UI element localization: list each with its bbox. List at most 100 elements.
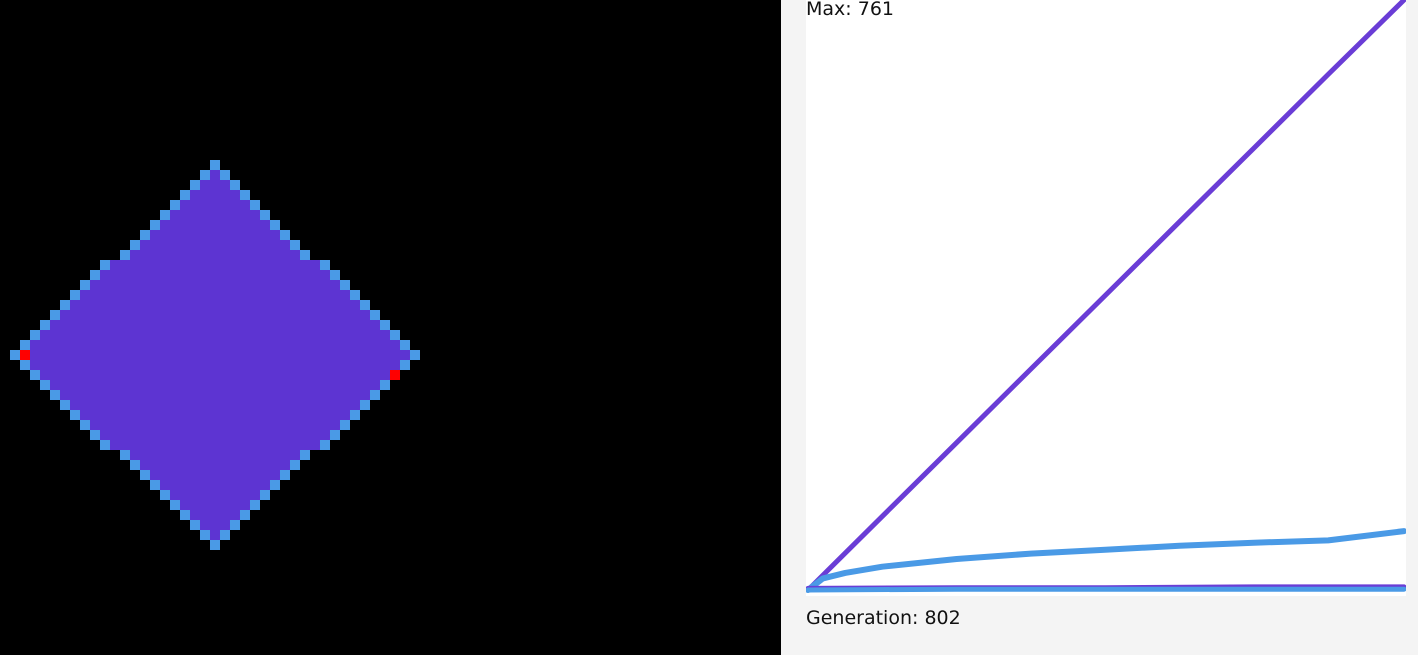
live-cell (380, 340, 390, 350)
live-cell (190, 510, 200, 520)
border-cell (180, 190, 190, 200)
live-cell (180, 420, 190, 430)
live-cell (300, 310, 310, 320)
live-cell (140, 390, 150, 400)
live-cell (130, 370, 140, 380)
live-cell (220, 430, 230, 440)
live-cell (190, 260, 200, 270)
live-cell (230, 190, 240, 200)
live-cell (220, 290, 230, 300)
live-cell (50, 330, 60, 340)
border-cell (130, 460, 140, 470)
live-cell (200, 380, 210, 390)
live-cell (200, 510, 210, 520)
simulation-canvas[interactable] (0, 0, 781, 655)
live-cell (140, 440, 150, 450)
live-cell (150, 310, 160, 320)
cell-grid[interactable] (0, 0, 781, 655)
live-cell (70, 380, 80, 390)
live-cell (320, 320, 330, 330)
live-cell (200, 370, 210, 380)
live-cell (80, 400, 90, 410)
live-cell (160, 440, 170, 450)
live-cell (200, 300, 210, 310)
border-cell (270, 480, 280, 490)
live-cell (260, 330, 270, 340)
live-cell (240, 240, 250, 250)
live-cell (310, 300, 320, 310)
live-cell (230, 200, 240, 210)
border-cell (370, 390, 380, 400)
population-graph (806, 0, 1406, 596)
live-cell (100, 310, 110, 320)
live-cell (210, 280, 220, 290)
live-cell (280, 390, 290, 400)
live-cell (300, 390, 310, 400)
live-cell (280, 250, 290, 260)
live-cell (80, 410, 90, 420)
live-cell (210, 380, 220, 390)
live-cell (240, 310, 250, 320)
live-cell (170, 370, 180, 380)
live-cell (140, 380, 150, 390)
live-cell (130, 330, 140, 340)
border-cell (90, 270, 100, 280)
border-cell (340, 420, 350, 430)
border-cell (250, 500, 260, 510)
live-cell (230, 280, 240, 290)
live-cell (200, 460, 210, 470)
border-cell (270, 220, 280, 230)
border-cell (170, 500, 180, 510)
live-cell (120, 360, 130, 370)
live-cell (320, 420, 330, 430)
live-cell (160, 350, 170, 360)
live-cell (340, 320, 350, 330)
live-cell (180, 310, 190, 320)
live-cell (180, 480, 190, 490)
live-cell (290, 310, 300, 320)
live-cell (260, 290, 270, 300)
border-cell (380, 380, 390, 390)
live-cell (200, 210, 210, 220)
live-cell (300, 420, 310, 430)
live-cell (200, 320, 210, 330)
live-cell (310, 380, 320, 390)
live-cell (130, 430, 140, 440)
border-cell (80, 420, 90, 430)
live-cell (170, 220, 180, 230)
live-cell (100, 430, 110, 440)
live-cell (100, 370, 110, 380)
live-cell (130, 320, 140, 330)
live-cell (140, 310, 150, 320)
live-cell (210, 340, 220, 350)
live-cell (160, 270, 170, 280)
live-cell (340, 360, 350, 370)
live-cell (180, 210, 190, 220)
live-cell (270, 310, 280, 320)
live-cell (210, 480, 220, 490)
live-cell (100, 390, 110, 400)
live-cell (350, 390, 360, 400)
live-cell (150, 370, 160, 380)
live-cell (200, 250, 210, 260)
live-cell (330, 340, 340, 350)
live-cell (210, 460, 220, 470)
live-cell (200, 240, 210, 250)
live-cell (250, 420, 260, 430)
live-cell (110, 290, 120, 300)
border-cell (40, 380, 50, 390)
live-cell (210, 420, 220, 430)
live-cell (140, 300, 150, 310)
live-cell (360, 320, 370, 330)
live-cell (240, 440, 250, 450)
live-cell (190, 370, 200, 380)
live-cell (260, 420, 270, 430)
live-cell (300, 290, 310, 300)
live-cell (300, 400, 310, 410)
live-cell (360, 380, 370, 390)
live-cell (110, 360, 120, 370)
live-cell (300, 370, 310, 380)
live-cell (350, 360, 360, 370)
live-cell (200, 390, 210, 400)
